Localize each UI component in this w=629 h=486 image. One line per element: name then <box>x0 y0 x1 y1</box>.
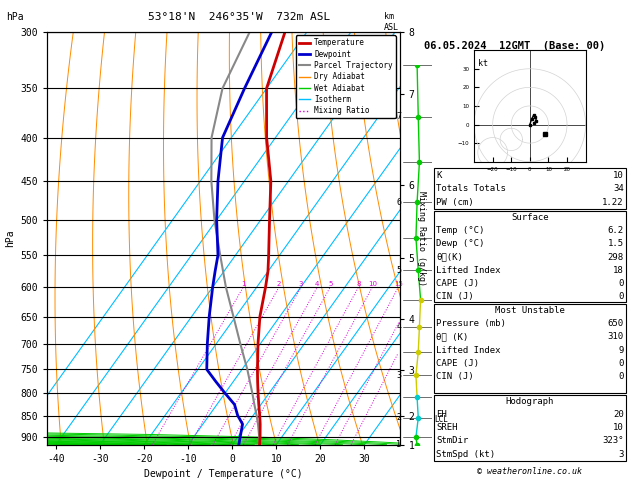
Text: 3: 3 <box>618 450 623 459</box>
Text: 1: 1 <box>241 281 245 287</box>
Text: Lifted Index: Lifted Index <box>436 346 501 355</box>
Text: 10: 10 <box>613 423 623 432</box>
Text: © weatheronline.co.uk: © weatheronline.co.uk <box>477 468 582 476</box>
Bar <box>434 395 626 461</box>
Text: StmDir: StmDir <box>436 436 469 446</box>
X-axis label: Dewpoint / Temperature (°C): Dewpoint / Temperature (°C) <box>144 469 303 479</box>
Text: 15: 15 <box>394 281 403 287</box>
Text: Most Unstable: Most Unstable <box>495 306 565 315</box>
Y-axis label: Mixing Ratio (g/kg): Mixing Ratio (g/kg) <box>417 191 426 286</box>
Text: 4: 4 <box>315 281 320 287</box>
Text: EH: EH <box>436 410 447 419</box>
Text: Totals Totals: Totals Totals <box>436 184 506 193</box>
Text: Lifted Index: Lifted Index <box>436 266 501 275</box>
Text: 10: 10 <box>613 171 623 180</box>
Text: 9: 9 <box>618 346 623 355</box>
Text: StmSpd (kt): StmSpd (kt) <box>436 450 495 459</box>
Text: 18: 18 <box>613 266 623 275</box>
Text: 8: 8 <box>356 281 360 287</box>
Text: 20: 20 <box>613 410 623 419</box>
Text: 3: 3 <box>299 281 303 287</box>
Text: 0: 0 <box>618 372 623 381</box>
Text: Hodograph: Hodograph <box>506 397 554 406</box>
Text: SREH: SREH <box>436 423 457 432</box>
Text: 0: 0 <box>618 279 623 288</box>
Text: km
ASL: km ASL <box>384 12 399 32</box>
Text: 650: 650 <box>608 319 623 328</box>
Text: θᴇ (K): θᴇ (K) <box>436 332 469 341</box>
Text: 10: 10 <box>368 281 377 287</box>
Text: 06.05.2024  12GMT  (Base: 00): 06.05.2024 12GMT (Base: 00) <box>423 41 605 51</box>
Legend: Temperature, Dewpoint, Parcel Trajectory, Dry Adiabat, Wet Adiabat, Isotherm, Mi: Temperature, Dewpoint, Parcel Trajectory… <box>296 35 396 118</box>
Text: Surface: Surface <box>511 213 548 222</box>
Text: 1.22: 1.22 <box>602 198 623 207</box>
Text: 6.2: 6.2 <box>608 226 623 235</box>
Text: hPa: hPa <box>6 12 24 22</box>
Text: 1.5: 1.5 <box>608 240 623 248</box>
Text: θᴇ(K): θᴇ(K) <box>436 253 463 261</box>
Text: 310: 310 <box>608 332 623 341</box>
Text: CAPE (J): CAPE (J) <box>436 279 479 288</box>
Y-axis label: hPa: hPa <box>5 229 15 247</box>
Text: 2: 2 <box>277 281 281 287</box>
Text: K: K <box>436 171 442 180</box>
Text: 0: 0 <box>618 292 623 301</box>
Text: Pressure (mb): Pressure (mb) <box>436 319 506 328</box>
Text: 0: 0 <box>618 359 623 368</box>
Bar <box>434 168 626 209</box>
Text: CIN (J): CIN (J) <box>436 372 474 381</box>
Text: Temp (°C): Temp (°C) <box>436 226 484 235</box>
Text: 5: 5 <box>328 281 332 287</box>
Text: Dewp (°C): Dewp (°C) <box>436 240 484 248</box>
Text: CAPE (J): CAPE (J) <box>436 359 479 368</box>
Text: 53°18'N  246°35'W  732m ASL: 53°18'N 246°35'W 732m ASL <box>148 12 330 22</box>
Bar <box>434 304 626 393</box>
Bar <box>434 211 626 302</box>
Text: 34: 34 <box>613 184 623 193</box>
Text: CIN (J): CIN (J) <box>436 292 474 301</box>
Text: PW (cm): PW (cm) <box>436 198 474 207</box>
Text: 298: 298 <box>608 253 623 261</box>
Text: 323°: 323° <box>602 436 623 446</box>
